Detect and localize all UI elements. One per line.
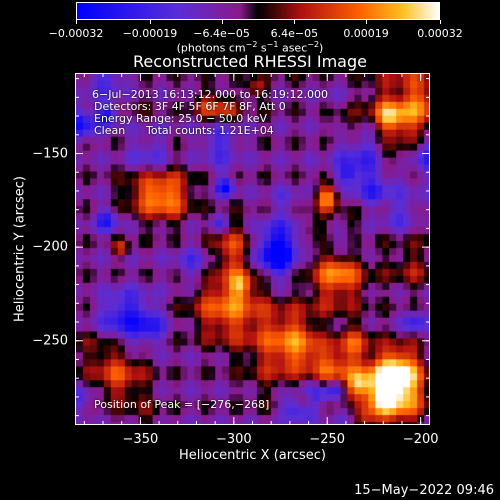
y-tick-label: −150 bbox=[32, 146, 68, 161]
colorbar-tick-label: 0.00019 bbox=[343, 27, 389, 40]
heatmap-image bbox=[76, 74, 429, 424]
colorbar-tick-mark bbox=[221, 20, 223, 24]
colorbar-tick-label: 6.4e−05 bbox=[270, 27, 319, 40]
timestamp: 15−May−2022 09:46 bbox=[354, 483, 494, 498]
x-tick-label: −200 bbox=[402, 432, 439, 447]
annotation-peak-position: Position of Peak = [−276,−268] bbox=[94, 398, 270, 411]
colorbar-tick-label: 0.00032 bbox=[417, 27, 463, 40]
colorbar bbox=[76, 2, 440, 20]
colorbar-tick-mark bbox=[294, 20, 296, 24]
annotation-time-range: 6−Jul−2013 16:13:12.000 to 16:19:12.000 bbox=[92, 88, 329, 101]
colorbar-tick-label: −0.00032 bbox=[48, 27, 104, 40]
x-tick-label: −300 bbox=[215, 432, 252, 447]
y-axis-label: Heliocentric Y (arcsec) bbox=[12, 176, 28, 322]
chart-title: Reconstructed RHESSI Image bbox=[133, 52, 367, 71]
annotation-total-counts: Total counts: 1.21E+04 bbox=[146, 124, 274, 137]
plot-area: 6−Jul−2013 16:13:12.000 to 16:19:12.000 … bbox=[75, 73, 430, 425]
annotation-energy-range: Energy Range: 25.0 − 50.0 keV bbox=[94, 112, 268, 125]
y-tick-label: −250 bbox=[32, 333, 68, 349]
colorbar-tick-mark bbox=[440, 20, 441, 24]
colorbar-units: (photons cm−2 s−1 asec−2) bbox=[176, 40, 324, 55]
x-axis-label: Heliocentric X (arcsec) bbox=[179, 448, 326, 463]
colorbar-gradient bbox=[77, 3, 439, 19]
annotation-method: Clean bbox=[94, 124, 126, 137]
colorbar-tick-label: −0.00019 bbox=[122, 27, 178, 40]
y-tick-label: −200 bbox=[32, 239, 68, 255]
colorbar-tick-label: −6.4e−05 bbox=[193, 27, 250, 40]
x-tick-label: −250 bbox=[309, 432, 346, 447]
annotation-detectors: Detectors: 3F 4F 5F 6F 7F 8F, Att 0 bbox=[94, 100, 286, 113]
x-tick-label: −350 bbox=[122, 432, 159, 447]
colorbar-tick-mark bbox=[366, 20, 368, 24]
colorbar-tick-mark bbox=[76, 20, 77, 24]
colorbar-tick-mark bbox=[149, 20, 151, 24]
